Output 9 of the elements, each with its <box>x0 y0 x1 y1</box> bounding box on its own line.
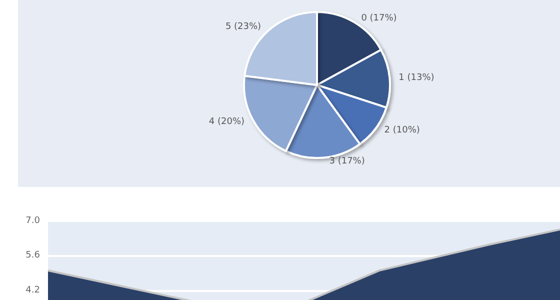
y-tick-label: 5.6 <box>26 250 40 261</box>
slice-label: 1 (13%) <box>398 72 434 83</box>
y-tick-label: 7.0 <box>26 216 40 226</box>
slice-label: 4 (20%) <box>208 117 245 128</box>
slice-label: 5 (23%) <box>225 22 262 32</box>
slice-label: 0 (17%) <box>361 14 397 24</box>
slice-label: 2 (10%) <box>384 125 420 136</box>
slice-label: 3 (17%) <box>329 156 365 167</box>
y-tick-label: 4.2 <box>26 285 40 296</box>
